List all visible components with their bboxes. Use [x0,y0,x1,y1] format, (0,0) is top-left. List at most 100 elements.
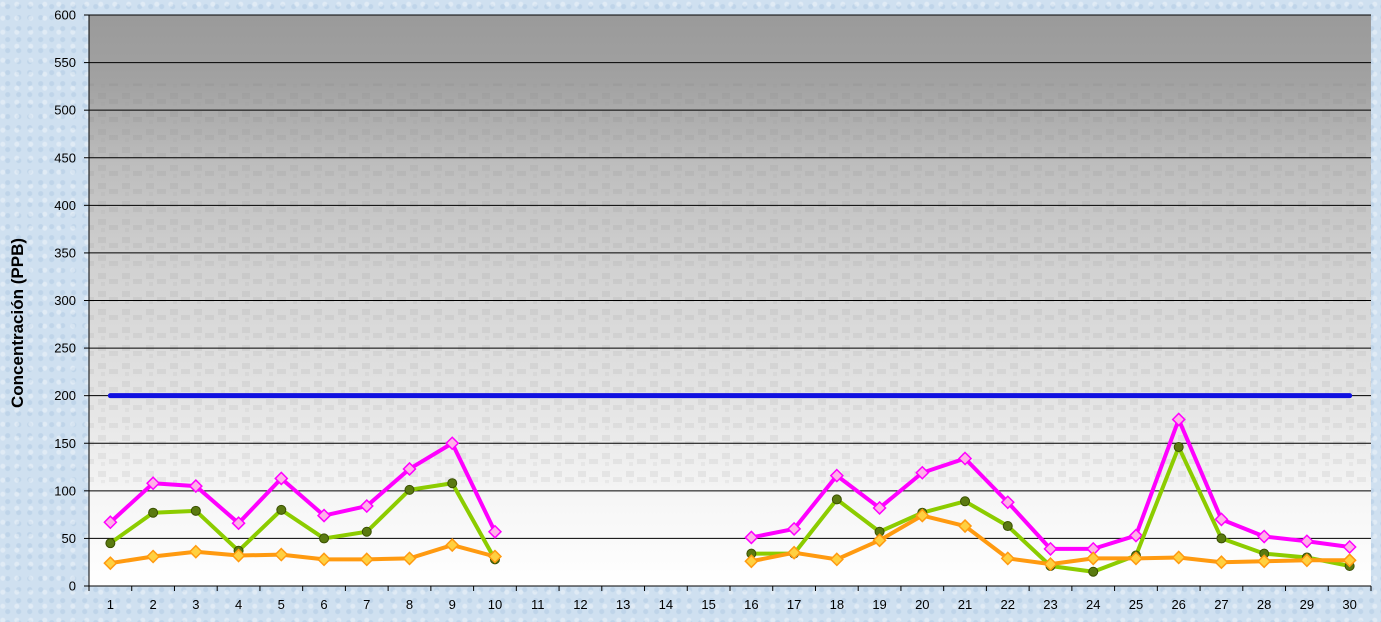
data-point [447,478,458,489]
data-point [960,496,971,507]
data-point [1216,533,1227,544]
data-point [316,552,332,567]
data-point [787,545,802,560]
data-point [1171,550,1186,565]
data-point [957,518,973,534]
data-point [1088,566,1099,577]
x-tick-label: 15 [701,597,715,612]
data-point [231,516,246,531]
data-point [1173,442,1184,453]
data-point [1257,554,1272,569]
y-axis-label: Concentración (PPB) [8,238,27,408]
x-tick-labels: 1 2 3 4 5 6 7 8 9 10 11 12 13 14 15 16 17 18 19 20 21 22 23 24 2… [107,597,1357,612]
x-tick-label: 3 [192,597,199,612]
data-point [274,471,289,486]
data-point [359,552,374,567]
data-point [1000,551,1015,566]
series-layer [103,393,1357,577]
data-point [1002,521,1013,532]
data-point [361,526,372,537]
x-tick-label: 9 [449,597,456,612]
data-point [231,548,246,563]
x-tick-label: 30 [1342,597,1356,612]
series-magenta [103,412,1357,556]
y-tick-label: 450 [54,150,76,165]
data-point [957,451,973,466]
x-tick-label: 28 [1257,597,1271,612]
y-tick-label: 500 [54,103,76,118]
data-point [1214,555,1229,570]
data-point [276,504,287,515]
y-tick-label: 0 [69,579,76,594]
data-point [915,465,930,480]
data-point [146,476,161,491]
x-tick-label: 13 [616,597,630,612]
y-tick-label: 350 [54,245,76,260]
x-tick-label: 20 [915,597,929,612]
data-point [872,500,887,516]
y-tick-label: 150 [54,436,76,451]
data-point [829,552,844,567]
data-point [744,530,759,545]
x-tick-label: 19 [872,597,886,612]
data-point [872,533,887,548]
y-tick-labels: 0 50 100 150 200 250 300 350 400 450 500 550 600 [54,8,76,594]
x-tick-label: 12 [573,597,587,612]
y-tick-label: 550 [54,55,76,70]
y-tick-label: 200 [54,388,76,403]
x-tick-label: 21 [958,597,972,612]
data-point [105,538,116,549]
data-point [1171,412,1186,427]
x-tick-label: 1 [107,597,114,612]
y-tick-label: 400 [54,198,76,213]
data-point [1299,553,1314,568]
x-tick-label: 29 [1300,597,1314,612]
data-point [445,436,460,451]
data-point [402,551,417,566]
data-point [1043,557,1058,572]
data-point [487,524,503,539]
data-point [1128,551,1144,566]
data-point [274,547,289,562]
data-point [445,538,460,553]
x-tick-label: 26 [1171,597,1185,612]
data-point [1043,541,1058,556]
y-tick-label: 100 [54,483,76,498]
data-point [404,484,415,495]
x-tick-label: 25 [1129,597,1143,612]
x-tick-label: 7 [363,597,370,612]
data-point [1000,495,1015,510]
axes [84,14,1372,591]
x-tick-label: 22 [1001,597,1015,612]
data-point [1342,553,1357,568]
y-tick-label: 250 [54,341,76,356]
x-tick-label: 17 [787,597,801,612]
data-point [319,533,330,544]
data-point [188,544,203,559]
plot-texture [89,83,1371,484]
x-tick-label: 16 [744,597,758,612]
x-tick-label: 10 [488,597,502,612]
data-point [190,505,201,516]
x-tick-label: 8 [406,597,413,612]
y-tick-label: 300 [54,293,76,308]
data-point [188,479,203,494]
data-point [1257,529,1272,544]
data-point [359,498,374,514]
x-tick-label: 23 [1043,597,1057,612]
x-tick-label: 2 [149,597,156,612]
series-orange [103,508,1357,572]
data-point [1214,512,1229,527]
data-point [829,468,844,483]
data-point [744,554,759,569]
data-point [103,515,118,530]
x-tick-label: 5 [278,597,285,612]
data-point [1299,534,1314,549]
x-tick-label: 14 [659,597,673,612]
y-tick-label: 50 [62,531,76,546]
data-point [1342,539,1357,555]
x-tick-label: 6 [320,597,327,612]
data-point [487,549,503,564]
